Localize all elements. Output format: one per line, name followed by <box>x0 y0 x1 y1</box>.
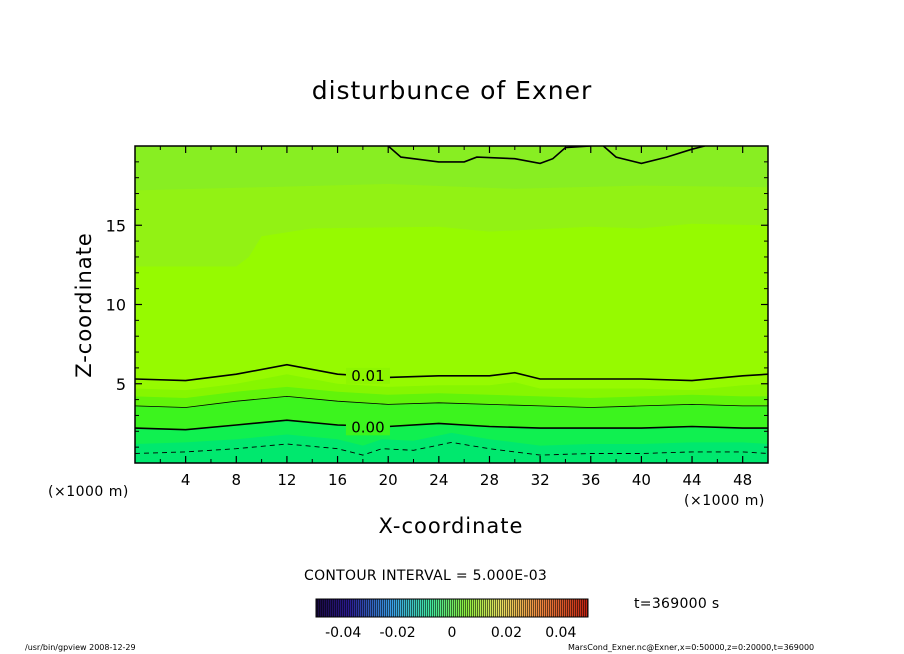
y-tick-label-0: 5 <box>116 375 126 394</box>
contour-line-4 <box>387 146 591 165</box>
contour-lines <box>135 146 768 456</box>
contour-line-2 <box>135 395 768 408</box>
y-axis-label: Z-coordinate <box>72 232 96 378</box>
contour-line-1 <box>135 419 768 431</box>
contour-label-bg-0 <box>345 367 390 384</box>
x-units-right: (×1000 m) <box>684 493 765 509</box>
x-tick-label-0: 4 <box>181 471 191 489</box>
colorbar: -0.04 -0.02 0 0.02 0.04 <box>315 598 589 641</box>
band-top <box>135 146 768 191</box>
x-axis-label: X-coordinate <box>378 514 524 538</box>
x-tick-label-4: 20 <box>379 471 398 489</box>
colorbar-tick-label-2: 0 <box>448 625 457 641</box>
filled-contour-bands <box>135 146 768 463</box>
x-tick-label-7: 32 <box>531 471 550 489</box>
y-tick-label-2: 15 <box>106 216 126 235</box>
contour-label-bg-1 <box>345 419 390 436</box>
time-label: t=369000 s <box>634 596 720 612</box>
contour-label-1: 0.00 <box>351 418 384 436</box>
footer-left: /usr/bin/gpview 2008-12-29 <box>25 643 136 652</box>
x-tick-label-1: 8 <box>232 471 242 489</box>
contour-line-0 <box>135 441 768 456</box>
colorbar-tick-label-1: -0.02 <box>379 625 415 641</box>
colorbar-stripes <box>316 599 588 617</box>
contour-label-0: 0.01 <box>351 367 384 385</box>
x-tick-label-8: 36 <box>581 471 600 489</box>
x-tick-label-9: 40 <box>632 471 651 489</box>
band-lowest <box>135 432 768 463</box>
colorbar-tick-label-4: 0.04 <box>545 625 576 641</box>
contour-interval-label: CONTOUR INTERVAL = 5.000E-03 <box>304 568 548 584</box>
y-axis: 5 10 15 <box>106 161 768 448</box>
x-units-left: (×1000 m) <box>48 484 129 500</box>
x-axis: 4 8 12 16 20 24 28 32 36 40 44 48 <box>159 146 752 489</box>
chart-title: disturbunce of Exner <box>311 76 593 105</box>
footer-right: MarsCond_Exner.nc@Exner,x=0:50000,z=0:20… <box>568 643 815 652</box>
colorbar-tick-label-0: -0.04 <box>325 625 361 641</box>
contour-labels: 0.01 0.00 <box>345 367 390 436</box>
colorbar-ticks: -0.04 -0.02 0 0.02 0.04 <box>325 625 576 641</box>
x-tick-label-2: 12 <box>277 471 296 489</box>
x-tick-label-6: 28 <box>480 471 499 489</box>
y-tick-label-1: 10 <box>106 296 126 315</box>
x-tick-label-5: 24 <box>429 471 448 489</box>
x-tick-label-10: 44 <box>682 471 701 489</box>
contour-line-3 <box>135 363 768 382</box>
contour-line-5 <box>602 146 705 165</box>
colorbar-tick-label-3: 0.02 <box>491 625 522 641</box>
x-tick-label-3: 16 <box>328 471 347 489</box>
x-tick-label-11: 48 <box>733 471 752 489</box>
